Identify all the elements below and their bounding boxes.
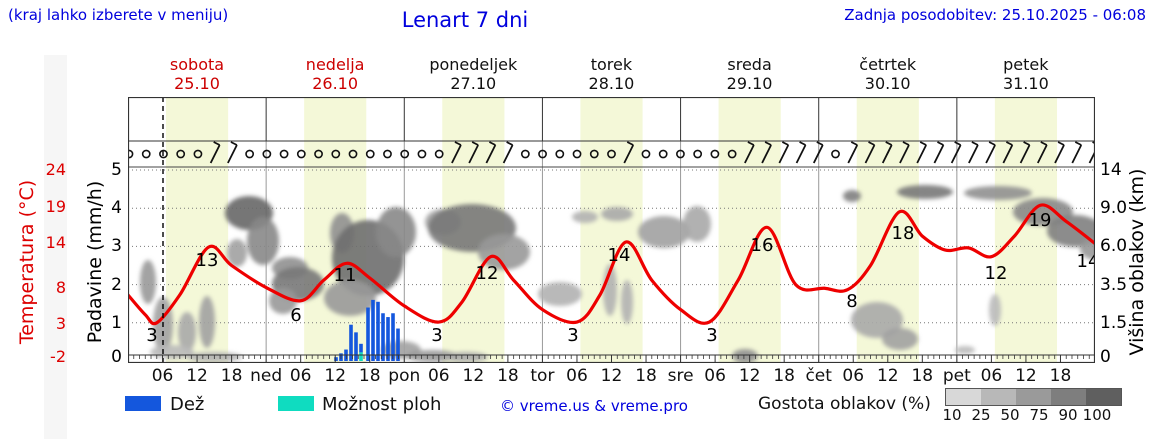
precip-tick-3: 3 [111,236,122,257]
day-header-nedelja: nedelja 26.10 [305,55,365,93]
density-gradient-segment [1086,389,1121,405]
density-gradient-segment [946,389,981,405]
time-label-06: 06 [427,366,450,386]
cloud-tick-1.5: 1.5 [1100,312,1128,333]
svg-text:6: 6 [290,305,301,326]
time-label-pet: pet [942,366,971,386]
time-label-06: 06 [566,366,588,386]
precip-tick-5: 5 [111,160,122,180]
time-label-12: 12 [1015,366,1037,386]
density-gradient-segment [981,389,1016,405]
page-title: Lenart 7 dni [401,8,529,32]
temp-tick-3: 3 [55,314,66,334]
left-axis-strip [44,55,67,439]
shower-legend-label: Možnost ploh [322,394,442,415]
svg-text:12: 12 [985,263,1008,284]
svg-text:3: 3 [567,325,578,346]
rain-legend-label: Dež [170,394,205,415]
day-header-četrtek: četrtek 30.10 [859,55,917,93]
density-gradient-segment [1051,389,1086,405]
cloud-tick-9.0: 9.0 [1100,198,1128,219]
time-label-ned: ned [250,366,283,386]
density-gradient-bar [945,388,1122,406]
header-note: (kraj lahko izberete v meniju) [8,6,229,24]
day-header-sobota: sobota 25.10 [169,55,225,93]
density-tick-25: 25 [971,406,991,424]
time-label-pon: pon [388,366,421,386]
time-label-18: 18 [220,366,243,386]
svg-text:8: 8 [846,291,857,312]
time-label-06: 06 [704,366,726,386]
temp-tick-8: 8 [55,277,66,297]
time-label-18: 18 [773,366,795,386]
svg-text:14: 14 [608,245,631,266]
cloud-density-label: Gostota oblakov (%) [758,394,931,414]
svg-text:11: 11 [334,265,357,286]
temp-tick-14: 14 [45,233,66,253]
time-label-18: 18 [911,366,934,386]
temp-tick-19: 19 [45,196,66,216]
time-label-12: 12 [600,366,623,386]
density-tick-10: 10 [942,406,962,424]
time-label-12: 12 [462,366,485,386]
density-tick-75: 75 [1029,406,1049,424]
rain-legend-swatch [125,396,161,411]
time-label-06: 06 [842,366,865,386]
svg-text:18: 18 [892,223,915,244]
copyright-link[interactable]: © vreme.us & vreme.pro [500,397,688,415]
time-label-06: 06 [980,366,1003,386]
time-label-12: 12 [738,366,761,386]
density-tick-50: 50 [1000,406,1020,424]
cloud-tick-0: 0 [1100,347,1111,367]
svg-text:14: 14 [1077,251,1095,272]
day-header-petek: petek 31.10 [1002,55,1049,93]
precip-tick-2: 2 [111,274,122,295]
cloud-tick-6.0: 6.0 [1100,236,1128,257]
temp-tick--2: -2 [50,347,66,366]
density-gradient-segment [1016,389,1051,405]
svg-text:13: 13 [196,250,219,271]
svg-text:12: 12 [476,263,499,284]
day-header-sreda: sreda 29.10 [726,55,773,93]
shower-legend-swatch [278,396,314,411]
svg-text:16: 16 [751,235,774,256]
time-label-18: 18 [635,366,657,386]
time-label-tor: tor [530,366,555,386]
cloud-tick-3.5: 3.5 [1100,274,1128,295]
precip-tick-4: 4 [111,198,122,219]
last-updated: Zadnja posodobitev: 25.10.2025 - 06:08 [844,6,1146,24]
time-label-18: 18 [497,366,519,386]
day-header-torek: torek 28.10 [588,55,635,93]
time-label-12: 12 [876,366,899,386]
time-label-06: 06 [289,366,312,386]
temp-tick-24: 24 [45,160,66,179]
time-label-sre: sre [667,366,694,386]
temperature-axis-label: Temperatura (°C) [16,179,38,345]
time-label-18: 18 [358,366,381,386]
time-label-18: 18 [1049,366,1072,386]
density-tick-100: 100 [1082,406,1112,424]
precip-tick-1: 1 [111,312,122,333]
cloud-tick-14: 14 [1100,160,1122,180]
svg-text:19: 19 [1029,210,1052,231]
meteogram-chart: 3 13 6 11 3 12 3 14 3 16 8 18 12 19 14 [124,96,1112,364]
svg-text:3: 3 [431,325,442,346]
time-label-12: 12 [324,366,347,386]
precip-tick-0: 0 [111,347,122,367]
density-tick-90: 90 [1058,406,1078,424]
time-label-06: 06 [151,366,174,386]
svg-text:3: 3 [706,325,717,346]
day-header-ponedeljek: ponedeljek 27.10 [429,55,518,93]
time-label-12: 12 [186,366,208,386]
time-label-čet: čet [805,366,832,386]
svg-text:3: 3 [146,325,157,346]
